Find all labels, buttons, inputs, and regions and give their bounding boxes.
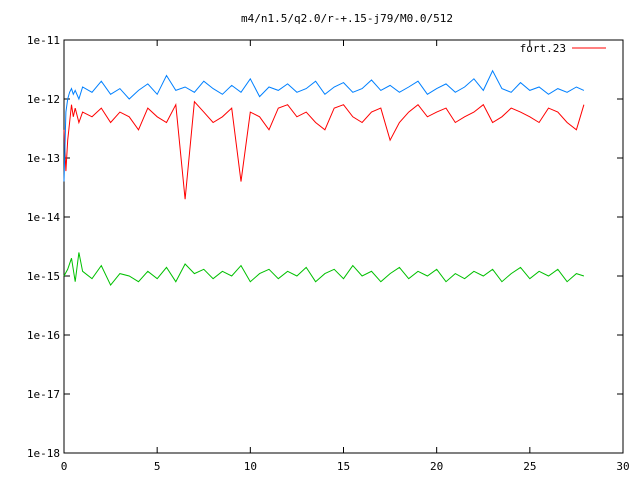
chart-title: m4/n1.5/q2.0/r-+.15-j79/M0.0/512 — [241, 12, 453, 25]
y-tick-label-1e-17: 1e-17 — [27, 388, 60, 401]
y-tick-label-1e-13: 1e-13 — [27, 152, 60, 165]
x-tick-label-15: 15 — [337, 460, 350, 473]
y-tick-label-1e-16: 1e-16 — [27, 329, 60, 342]
y-tick-label-1e-14: 1e-14 — [27, 211, 60, 224]
y-tick-label-1e-15: 1e-15 — [27, 270, 60, 283]
y-tick-label-1e-12: 1e-12 — [27, 93, 60, 106]
series-layer — [63, 69, 585, 287]
x-tick-label-30: 30 — [616, 460, 629, 473]
x-tick-label-10: 10 — [244, 460, 257, 473]
series-line-2 — [63, 252, 585, 287]
plot-area-frame — [63, 39, 624, 454]
legend: fort.23 — [520, 42, 606, 55]
x-tick-label-20: 20 — [430, 460, 443, 473]
x-axis: 0 5 10 15 20 25 30 — [61, 40, 630, 473]
x-tick-label-5: 5 — [154, 460, 161, 473]
x-tick-label-25: 25 — [523, 460, 536, 473]
y-axis: 1e-18 1e-17 1e-16 1e-15 1e-14 1e-13 1e-12 1e-11 — [27, 34, 623, 460]
y-tick-label-1e-11: 1e-11 — [27, 34, 60, 47]
series-line-1 — [63, 69, 585, 182]
x-tick-label-0: 0 — [61, 460, 68, 473]
y-tick-label-1e-18: 1e-18 — [27, 447, 60, 460]
legend-label-fort-23: fort.23 — [520, 42, 566, 55]
series-line-0 — [63, 100, 585, 200]
